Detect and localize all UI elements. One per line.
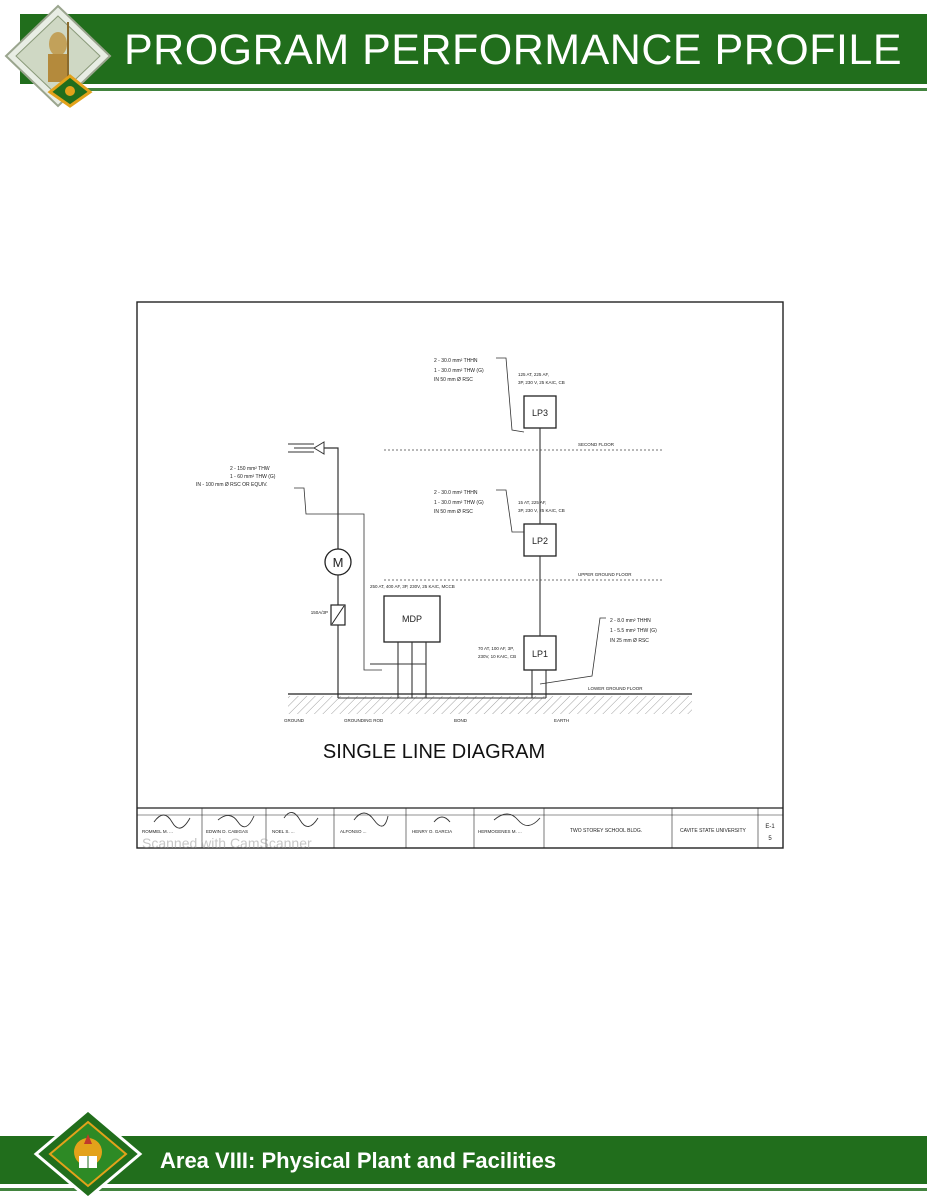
footer-underline [0,1188,927,1191]
ground-note-1: GROUND [284,718,305,723]
mdp-rating: 250 AT, 400 AF, 3P, 230V, 25 KAIC, MCCB [370,584,455,589]
service-wire-3: IN - 100 mm Ø RSC OR EQUIV. [196,482,268,488]
ground-note-3: BOND [454,718,468,723]
lp3-panel: LP3 125 AT, 225 AF, 3P, 230 V, 25 KAIC, … [434,357,565,433]
title-block-project: TWO STOREY SCHOOL BLDG. [570,828,642,834]
title-block-name-5: HENRY O. GARCIA [412,829,452,834]
ground-note-4: EARTH [554,718,569,723]
single-line-diagram: 2 - 150 mm² THW 1 - 60 mm² THW (G) IN - … [136,301,784,850]
lp2-wire-3: IN 50 mm Ø RSC [434,509,473,515]
service-wire-2: 1 - 60 mm² THW (G) [230,474,276,480]
lp2-wire-2: 1 - 30.0 mm² THW (G) [434,500,484,506]
meter: M 150A/3P [311,548,352,698]
lp1-wire-3: IN 25 mm Ø RSC [610,638,649,644]
lp3-wire-2: 1 - 30.0 mm² THW (G) [434,368,484,374]
title-block-name-6: HERMOGENES M. ... [478,829,522,834]
scan-watermark: Scanned with CamScanner [142,835,312,850]
lp2-rating-1: 15 AT, 225 AF, [518,500,546,505]
title-block-sheet-of: 5 [768,836,772,842]
footer-emblem-logo [33,1108,143,1200]
university-emblem-logo [4,4,112,108]
lp3-wire-3: IN 50 mm Ø RSC [434,377,473,383]
page-title: PROGRAM PERFORMANCE PROFILE [124,26,903,74]
title-block-name-3: NOEL S. ... [272,829,295,834]
header-underline [60,88,927,91]
title-block-sheet: E-1 [765,824,775,830]
lp2-rating-2: 3P, 230 V, 25 KAIC, CB [518,508,565,513]
floor-label-lower-ground: LOWER GROUND FLOOR [588,686,643,691]
title-block: ROMMEL M. ... EDWIN D. CABIGAS NOEL S. .… [137,807,783,848]
lp1-label: LP1 [532,649,548,659]
header-band [20,14,927,84]
floor-label-second: SECOND FLOOR [578,442,615,447]
title-block-name-4: ALFONSO ... [340,829,367,834]
title-block-owner: CAVITE STATE UNIVERSITY [680,828,747,834]
mdp-panel: MDP 250 AT, 400 AF, 3P, 230V, 25 KAIC, M… [370,584,455,698]
lp2-label: LP2 [532,536,548,546]
title-block-name-1: ROMMEL M. ... [142,829,173,834]
service-wire-1: 2 - 150 mm² THW [230,466,270,472]
lp1-panel: LP1 70 AT, 100 AF, 3P, 230V, 10 KAIC, CB… [478,617,657,698]
lp1-rating-2: 230V, 10 KAIC, CB [478,654,516,659]
footer-title: Area VIII: Physical Plant and Facilities [160,1148,557,1173]
lp3-rating-1: 125 AT, 225 AF, [518,372,549,377]
lp1-wire-2: 1 - 5.5 mm² THW (G) [610,628,657,634]
lp3-rating-2: 3P, 230 V, 25 KAIC, CB [518,380,565,385]
lp3-wire-1: 2 - 30.0 mm² THHN [434,358,478,364]
footer-band [0,1136,927,1184]
lp3-label: LP3 [532,408,548,418]
mdp-label: MDP [402,614,422,624]
meter-label: M [333,555,344,570]
breaker-label: 150A/3P [311,610,328,615]
floor-lines: SECOND FLOOR UPPER GROUND FLOOR LOWER GR… [384,442,664,691]
ground-level: GROUND GROUNDING ROD BOND EARTH [284,693,692,723]
floor-label-upper-ground: UPPER GROUND FLOOR [578,572,632,577]
service-entrance: 2 - 150 mm² THW 1 - 60 mm² THW (G) IN - … [196,441,382,671]
ground-note-2: GROUNDING ROD [344,718,384,723]
lp1-wire-1: 2 - 8.0 mm² THHN [610,618,651,624]
lp2-panel: LP2 15 AT, 225 AF, 3P, 230 V, 25 KAIC, C… [434,489,565,557]
lp1-rating-1: 70 AT, 100 AF, 3P, [478,646,514,651]
diagram-title: SINGLE LINE DIAGRAM [323,741,545,763]
title-block-name-2: EDWIN D. CABIGAS [206,829,248,834]
lp2-wire-1: 2 - 30.0 mm² THHN [434,490,478,496]
